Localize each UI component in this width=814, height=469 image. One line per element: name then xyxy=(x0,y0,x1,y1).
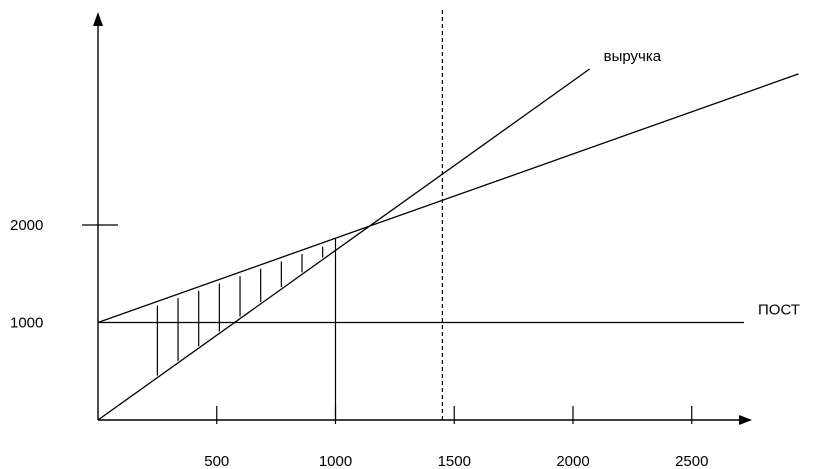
series-label: ПОСТ xyxy=(758,302,800,319)
x-axis-arrow xyxy=(739,415,752,425)
x-tick-label: 2500 xyxy=(675,453,708,469)
y-tick-label: 1000 xyxy=(10,315,43,332)
series-line xyxy=(97,73,799,324)
y-axis-arrow xyxy=(93,12,103,26)
axes xyxy=(82,12,752,425)
x-tick-label: 500 xyxy=(204,453,229,469)
series-line xyxy=(97,68,591,421)
x-tick-label: 2000 xyxy=(556,453,589,469)
series-lines xyxy=(97,10,799,421)
x-tick-label: 1500 xyxy=(438,453,471,469)
series-label: выручка xyxy=(604,48,662,65)
x-tick-label: 1000 xyxy=(319,453,352,469)
y-tick-label: 2000 xyxy=(10,217,43,234)
chart-labels: 500 1000 1500 2000 2500 1000 2000 выручка ПОСТ xyxy=(10,48,800,469)
hatched-region xyxy=(156,246,324,376)
